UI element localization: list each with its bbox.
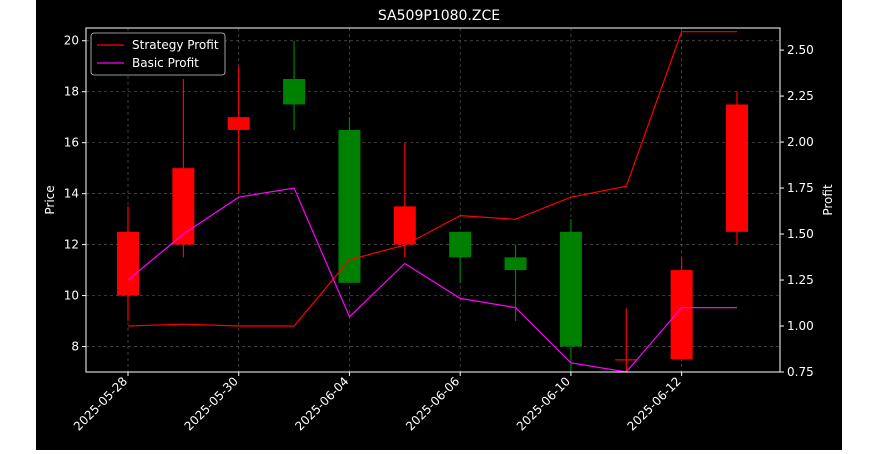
candle-body (449, 231, 472, 258)
basic-profit-line (127, 187, 737, 373)
candle-body (227, 117, 250, 130)
y-right-tick-label: 2.25 (787, 89, 814, 103)
y-right-tick-label: 0.75 (787, 365, 814, 379)
y-left-tick-label: 10 (64, 289, 79, 303)
legend-label-basic: Basic Profit (132, 56, 199, 70)
y-right-tick-label: 1.25 (787, 273, 814, 287)
candle-body (615, 359, 638, 361)
legend-box (90, 32, 226, 76)
y-left-tick-label: 20 (64, 34, 79, 48)
candle-body (726, 104, 748, 232)
plot-frame (85, 27, 781, 373)
chart-title: SA509P1080.ZCE (378, 8, 500, 24)
y-right-tick-label: 1.50 (787, 227, 814, 241)
legend: Strategy Profit Basic Profit (90, 32, 226, 76)
grid-layer (86, 28, 780, 372)
candle-body (338, 129, 361, 283)
candle-body (559, 231, 582, 347)
y-right-tick-label: 2.00 (787, 135, 814, 149)
y-left-tick-label: 18 (64, 85, 79, 99)
legend-label-strategy: Strategy Profit (132, 38, 219, 52)
candle-body (172, 168, 195, 245)
candle-body (504, 257, 527, 271)
y-left-tick-label: 8 (71, 340, 79, 354)
y-left-tick-label: 12 (64, 238, 79, 252)
y-right-tick-label: 2.50 (787, 43, 814, 57)
line-layer (127, 31, 737, 373)
candle-body (393, 206, 416, 245)
strategy-profit-line (127, 31, 737, 327)
candle-body (117, 231, 139, 296)
candle-layer (117, 40, 748, 372)
candle-body (283, 78, 306, 105)
y-right-tick-label: 1.00 (787, 319, 814, 333)
y-left-tick-label: 14 (64, 187, 79, 201)
y-right-tick-label: 1.75 (787, 181, 814, 195)
y-axis-right-label: Profit (821, 184, 835, 216)
y-left-tick-label: 16 (64, 136, 79, 150)
candle-body (670, 270, 693, 360)
y-axis-left-label: Price (43, 185, 57, 214)
